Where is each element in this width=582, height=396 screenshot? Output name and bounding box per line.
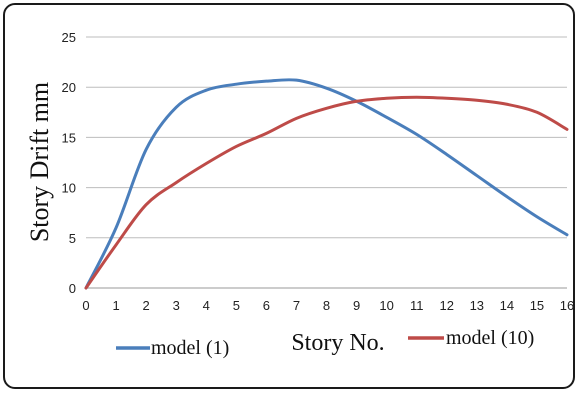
x-tick-7: 7 <box>293 298 300 313</box>
x-tick-3: 3 <box>173 298 180 313</box>
legend-label-model-10: model (10) <box>446 327 534 349</box>
y-tick-10: 10 <box>62 181 76 196</box>
x-tick-11: 11 <box>410 298 424 313</box>
y-tick-25: 25 <box>62 30 76 45</box>
legend: model (1) model (10) <box>116 327 534 359</box>
x-tick-labels: 0 1 2 3 4 5 6 7 8 9 10 11 12 13 14 15 16 <box>82 298 574 313</box>
series-lines <box>84 78 569 290</box>
x-tick-8: 8 <box>323 298 330 313</box>
x-tick-14: 14 <box>500 298 514 313</box>
grid-lines <box>86 36 567 289</box>
y-tick-labels: 0 5 10 15 20 25 <box>62 30 76 296</box>
series-line-model-1 <box>84 78 569 290</box>
x-tick-2: 2 <box>143 298 150 313</box>
x-tick-5: 5 <box>233 298 240 313</box>
legend-label-model-1: model (1) <box>151 337 229 359</box>
y-tick-5: 5 <box>69 231 76 246</box>
x-tick-16: 16 <box>560 298 574 313</box>
series-line-model-10 <box>84 95 569 290</box>
y-tick-0: 0 <box>69 281 76 296</box>
y-tick-20: 20 <box>62 80 76 95</box>
x-tick-4: 4 <box>203 298 210 313</box>
x-tick-6: 6 <box>263 298 270 313</box>
x-tick-15: 15 <box>530 298 544 313</box>
x-tick-9: 9 <box>353 298 360 313</box>
x-tick-13: 13 <box>470 298 484 313</box>
y-axis-title: Story Drift mm <box>25 82 54 242</box>
x-axis-title: Story No. <box>291 330 384 356</box>
chart-frame <box>3 3 575 389</box>
x-tick-1: 1 <box>112 298 119 313</box>
x-tick-12: 12 <box>440 298 454 313</box>
x-tick-0: 0 <box>82 298 89 313</box>
y-tick-15: 15 <box>62 130 76 145</box>
x-tick-10: 10 <box>379 298 393 313</box>
